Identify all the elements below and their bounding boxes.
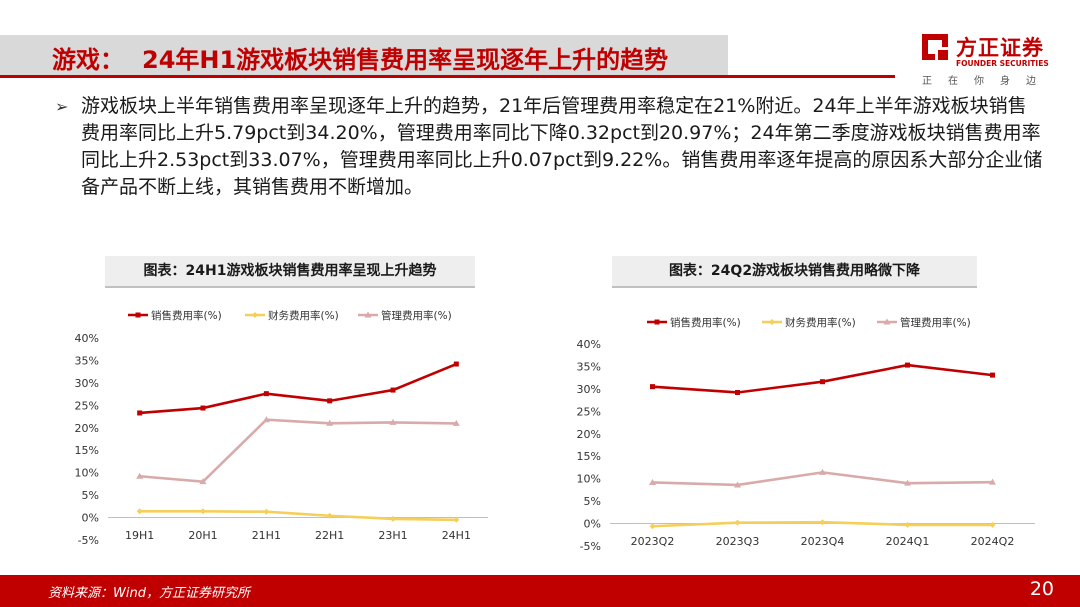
data-point — [326, 512, 333, 519]
data-point — [390, 515, 396, 522]
x-tick-label: 20H1 — [188, 529, 217, 542]
data-point — [389, 418, 397, 425]
company-logo: 方正证券 FOUNDER SECURITIES 正在你身边 — [920, 30, 1060, 88]
legend-marker — [135, 312, 141, 318]
y-tick-label: 30% — [75, 377, 99, 390]
x-tick-label: 19H1 — [125, 529, 154, 542]
legend-label: 管理费用率(%) — [381, 309, 452, 322]
data-point — [734, 481, 741, 488]
y-tick-label: 20% — [75, 422, 99, 435]
x-tick-label: 2023Q4 — [801, 535, 845, 548]
data-point — [989, 478, 996, 485]
legend-marker — [252, 312, 258, 318]
data-point — [453, 361, 459, 367]
page-number: 20 — [1029, 578, 1054, 600]
logo-english: FOUNDER SECURITIES — [956, 59, 1049, 68]
data-point — [989, 521, 996, 528]
logo-name: 方正证券 — [956, 36, 1044, 60]
page-title: 游戏： 24年H1游戏板块销售费用率呈现逐年上升的趋势 — [52, 40, 668, 75]
legend-label: 财务费用率(%) — [785, 316, 856, 329]
series-line — [139, 509, 457, 522]
logo-slogan: 正在你身边 — [922, 76, 1052, 87]
data-point — [263, 391, 269, 397]
data-point — [819, 519, 826, 526]
data-point — [136, 472, 144, 479]
title-label: 游戏： — [52, 46, 124, 74]
data-point — [453, 516, 460, 523]
y-tick-label: 40% — [75, 332, 99, 345]
y-tick-label: 40% — [577, 338, 601, 351]
y-tick-label: 25% — [577, 405, 601, 418]
x-tick-label: 2024Q2 — [971, 535, 1015, 548]
data-point — [262, 416, 270, 423]
x-tick-label: 21H1 — [252, 529, 281, 542]
x-tick-label: 2023Q3 — [716, 535, 760, 548]
source-note: 资料来源：Wind，方正证券研究所 — [48, 586, 250, 601]
data-point — [735, 389, 740, 395]
data-point — [650, 384, 655, 390]
chart-title-left: 图表：24H1游戏板块销售费用率呈现上升趋势 — [105, 256, 475, 288]
title-underline — [0, 75, 895, 78]
data-point — [136, 508, 143, 515]
legend-marker — [364, 311, 372, 318]
y-tick-label: 15% — [75, 444, 99, 457]
data-point — [326, 419, 334, 426]
data-point — [904, 521, 911, 528]
y-tick-label: 25% — [75, 399, 99, 412]
legend-marker — [769, 319, 775, 325]
data-point — [819, 468, 826, 475]
x-tick-label: 23H1 — [378, 529, 407, 542]
data-point — [905, 362, 910, 368]
legend-label: 销售费用率(%) — [151, 309, 222, 322]
title-text: 24年H1游戏板块销售费用率呈现逐年上升的趋势 — [142, 46, 669, 74]
title-bar — [0, 35, 728, 75]
x-tick-label: 24H1 — [442, 529, 471, 542]
y-tick-label: 0% — [82, 512, 99, 525]
chart-title-right: 图表：24Q2游戏板块销售费用略微下降 — [612, 256, 977, 288]
y-tick-label: 10% — [75, 467, 99, 480]
legend-label: 销售费用率(%) — [670, 316, 741, 329]
bullet-paragraph: ➢ 游戏板块上半年销售费用率呈现逐年上升的趋势，21年后管理费用率稳定在21%附… — [55, 93, 1045, 201]
data-point — [649, 523, 656, 530]
y-tick-label: 5% — [82, 489, 99, 502]
data-point — [327, 398, 333, 404]
data-point — [137, 410, 143, 416]
legend-label: 财务费用率(%) — [268, 309, 339, 322]
logo-mark-icon — [922, 34, 948, 60]
y-tick-label: 5% — [584, 495, 601, 508]
data-point — [904, 479, 911, 486]
y-tick-label: 20% — [577, 428, 601, 441]
data-point — [263, 508, 270, 515]
series-line — [139, 362, 457, 415]
bullet-arrow-icon: ➢ — [55, 97, 69, 116]
data-point — [649, 478, 656, 485]
data-point — [200, 405, 206, 411]
data-point — [390, 387, 396, 393]
series-line — [139, 418, 457, 483]
data-point — [452, 419, 460, 426]
x-tick-label: 2024Q1 — [886, 535, 930, 548]
bullet-text: 游戏板块上半年销售费用率呈现逐年上升的趋势，21年后管理费用率稳定在21%附近。… — [81, 95, 1043, 198]
data-point — [990, 372, 995, 378]
legend-label: 管理费用率(%) — [900, 316, 971, 329]
y-tick-label: 35% — [75, 354, 99, 367]
legend-marker — [654, 319, 660, 325]
data-point — [820, 379, 825, 385]
data-point — [199, 478, 207, 485]
series-line — [652, 363, 993, 394]
y-tick-label: 10% — [577, 473, 601, 486]
legend-marker — [883, 318, 891, 325]
x-tick-label: 22H1 — [315, 529, 344, 542]
y-tick-label: -5% — [580, 540, 601, 553]
footer: 资料来源：Wind，方正证券研究所 20 — [0, 575, 1080, 607]
data-point — [734, 519, 741, 526]
data-point — [200, 508, 206, 515]
y-tick-label: 15% — [577, 450, 601, 463]
y-tick-label: 0% — [584, 518, 601, 531]
y-tick-label: -5% — [78, 534, 99, 547]
x-tick-label: 2023Q2 — [631, 535, 675, 548]
y-tick-label: 35% — [577, 360, 601, 373]
y-tick-label: 30% — [577, 383, 601, 396]
